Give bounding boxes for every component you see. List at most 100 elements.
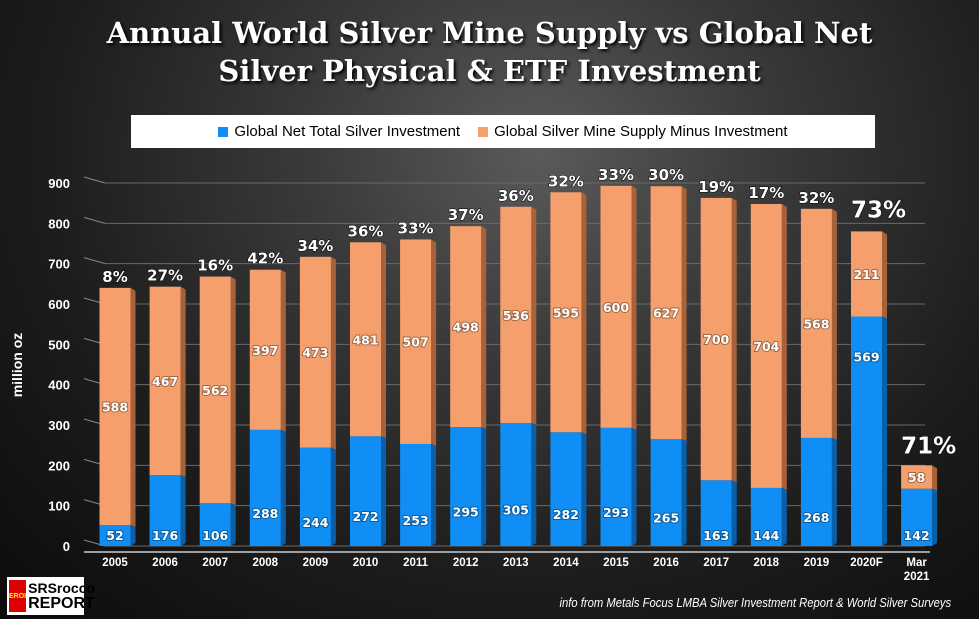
bar-side-supply [330, 256, 336, 450]
bar-side-investment [681, 439, 687, 546]
data-label-supply: 704 [753, 339, 779, 354]
bar-supply [700, 197, 732, 481]
bar-side-investment [631, 427, 637, 546]
percent-label: 8% [102, 268, 127, 286]
data-label-investment: 163 [703, 528, 729, 543]
y-tick-label: 300 [48, 418, 70, 433]
data-label-investment: 52 [106, 528, 123, 543]
x-tick-label: 2006 [152, 557, 178, 569]
bar-side-investment [431, 443, 437, 546]
data-label-supply: 58 [908, 470, 925, 485]
percent-label: 32% [548, 172, 584, 190]
bar-supply [400, 239, 432, 444]
bar-investment [750, 487, 782, 546]
bar-side-investment [381, 436, 386, 546]
bar-side-supply [130, 287, 136, 528]
x-tick-label: 2017 [703, 557, 729, 569]
data-label-supply: 481 [352, 332, 378, 347]
bar-side-supply [681, 186, 687, 442]
data-label-investment: 106 [202, 528, 228, 543]
bar-investment [249, 429, 281, 546]
bar-side-investment [481, 427, 487, 546]
gridline-stub [83, 257, 106, 265]
bar-investment [199, 503, 231, 546]
percent-label: 71% [901, 433, 956, 459]
data-label-supply: 588 [102, 399, 128, 414]
data-label-supply: 536 [503, 308, 529, 323]
y-tick-label: 700 [48, 257, 70, 272]
bar-supply [650, 186, 682, 440]
percent-label: 30% [648, 166, 684, 184]
x-tick-label: 2012 [453, 557, 479, 569]
bar-side-investment [230, 503, 236, 546]
data-label-supply: 498 [453, 320, 479, 335]
bar-side-supply [882, 231, 887, 319]
data-label-investment: 176 [152, 528, 178, 543]
legend-label: Global Net Total Silver Investment [234, 123, 461, 140]
bar-investment [500, 422, 532, 546]
bar-investment [800, 437, 832, 546]
y-tick-label: 200 [48, 458, 70, 473]
legend-item-supply: Global Silver Mine Supply Minus Investme… [478, 123, 788, 140]
y-axis-label: million oz [9, 333, 25, 398]
bar-side-supply [531, 206, 537, 425]
data-label-investment: 142 [904, 528, 930, 543]
data-label-investment: 272 [352, 509, 378, 524]
data-label-supply: 211 [853, 267, 879, 282]
x-tick-label: 2020F [850, 557, 883, 569]
bar-investment [299, 447, 331, 546]
bar-side-investment [731, 480, 737, 546]
data-label-investment: 305 [503, 502, 529, 517]
gridline-stub [83, 176, 106, 184]
x-tick-label: 2008 [253, 557, 279, 569]
bar-side-supply [230, 276, 236, 506]
bar-supply [299, 256, 331, 448]
y-tick-label: 800 [48, 216, 70, 231]
chart-title-line-1: Annual World Silver Mine Supply vs Globa… [106, 16, 873, 50]
data-label-investment: 282 [553, 507, 579, 522]
bar-side-supply [381, 242, 386, 439]
percent-label: 73% [851, 197, 906, 223]
chart-title-line-2: Silver Physical & ETF Investment [218, 54, 761, 88]
bar-supply [99, 287, 131, 526]
data-label-investment: 253 [403, 513, 429, 528]
srsrocco-logo: EROI SRSrocco REPORT [7, 577, 95, 615]
bar-side-investment [831, 437, 837, 546]
data-label-investment: 265 [653, 511, 679, 526]
y-tick-label: 900 [48, 176, 70, 191]
bar-investment [400, 443, 432, 546]
data-label-investment: 144 [753, 528, 779, 543]
bar-supply [350, 242, 381, 437]
gridline-stub [83, 216, 106, 224]
percent-label: 36% [498, 187, 534, 205]
percent-label: 42% [247, 250, 283, 268]
bar-investment [650, 439, 682, 546]
data-label-investment: 295 [453, 505, 479, 520]
percent-label: 33% [398, 219, 434, 237]
x-tick-label: 2011 [403, 557, 429, 569]
bar-side-investment [882, 316, 887, 546]
x-tick-label: 2010 [353, 557, 379, 569]
y-tick-label: 100 [48, 499, 70, 514]
percent-label: 19% [698, 178, 734, 196]
bar-investment [901, 488, 933, 546]
bar-supply [199, 276, 231, 504]
data-label-supply: 507 [403, 335, 429, 350]
legend-swatch-blue [218, 126, 229, 137]
bar-investment [149, 475, 181, 546]
bar-side-investment [180, 475, 186, 546]
x-tick-label: 2007 [202, 557, 228, 569]
bar-investment [550, 432, 582, 546]
x-tick-label: 2014 [553, 557, 579, 569]
bar-side-supply [932, 465, 938, 491]
bar-side-investment [531, 422, 537, 546]
bar-side-supply [481, 226, 487, 430]
percent-label: 37% [448, 206, 484, 224]
bar-side-investment [280, 429, 286, 546]
y-tick-label: 500 [48, 337, 70, 352]
bar-side-supply [431, 239, 437, 446]
x-tick-label: 2015 [603, 557, 629, 569]
x-tick-label: 2013 [503, 557, 529, 569]
